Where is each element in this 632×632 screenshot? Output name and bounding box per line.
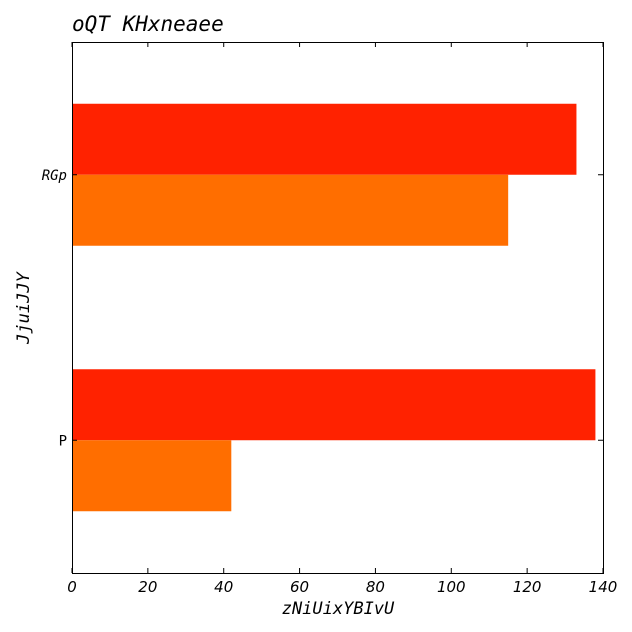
x-tick-label: 0	[67, 578, 77, 596]
x-tick-label: 80	[366, 578, 385, 596]
y-tick-label-p: P	[59, 433, 67, 449]
chart-title: oQT KHxneaee	[72, 12, 224, 36]
bar-p-series-1	[72, 369, 596, 441]
x-tick-label: 40	[214, 578, 233, 596]
bar-p-series-2	[72, 440, 232, 512]
plot-frame	[72, 42, 604, 574]
bars-layer	[72, 103, 596, 512]
x-tick-label: 120	[513, 578, 542, 596]
bar-rgp-series-2	[72, 174, 509, 246]
y-axis-label: JjuiJJY	[14, 270, 34, 344]
x-axis-label: zNiUixYBIvU	[282, 599, 395, 619]
y-axis-ticks: P RGp	[42, 168, 603, 449]
x-tick-label: 60	[290, 578, 309, 596]
x-tick-label: 140	[589, 578, 618, 596]
x-tick-label: 20	[138, 578, 157, 596]
x-tick-label: 100	[437, 578, 466, 596]
bar-rgp-series-1	[72, 103, 577, 175]
x-axis-ticks: 0 20 40 60 80 100 120 140	[67, 42, 617, 596]
y-tick-label-rgp: RGp	[42, 168, 67, 184]
